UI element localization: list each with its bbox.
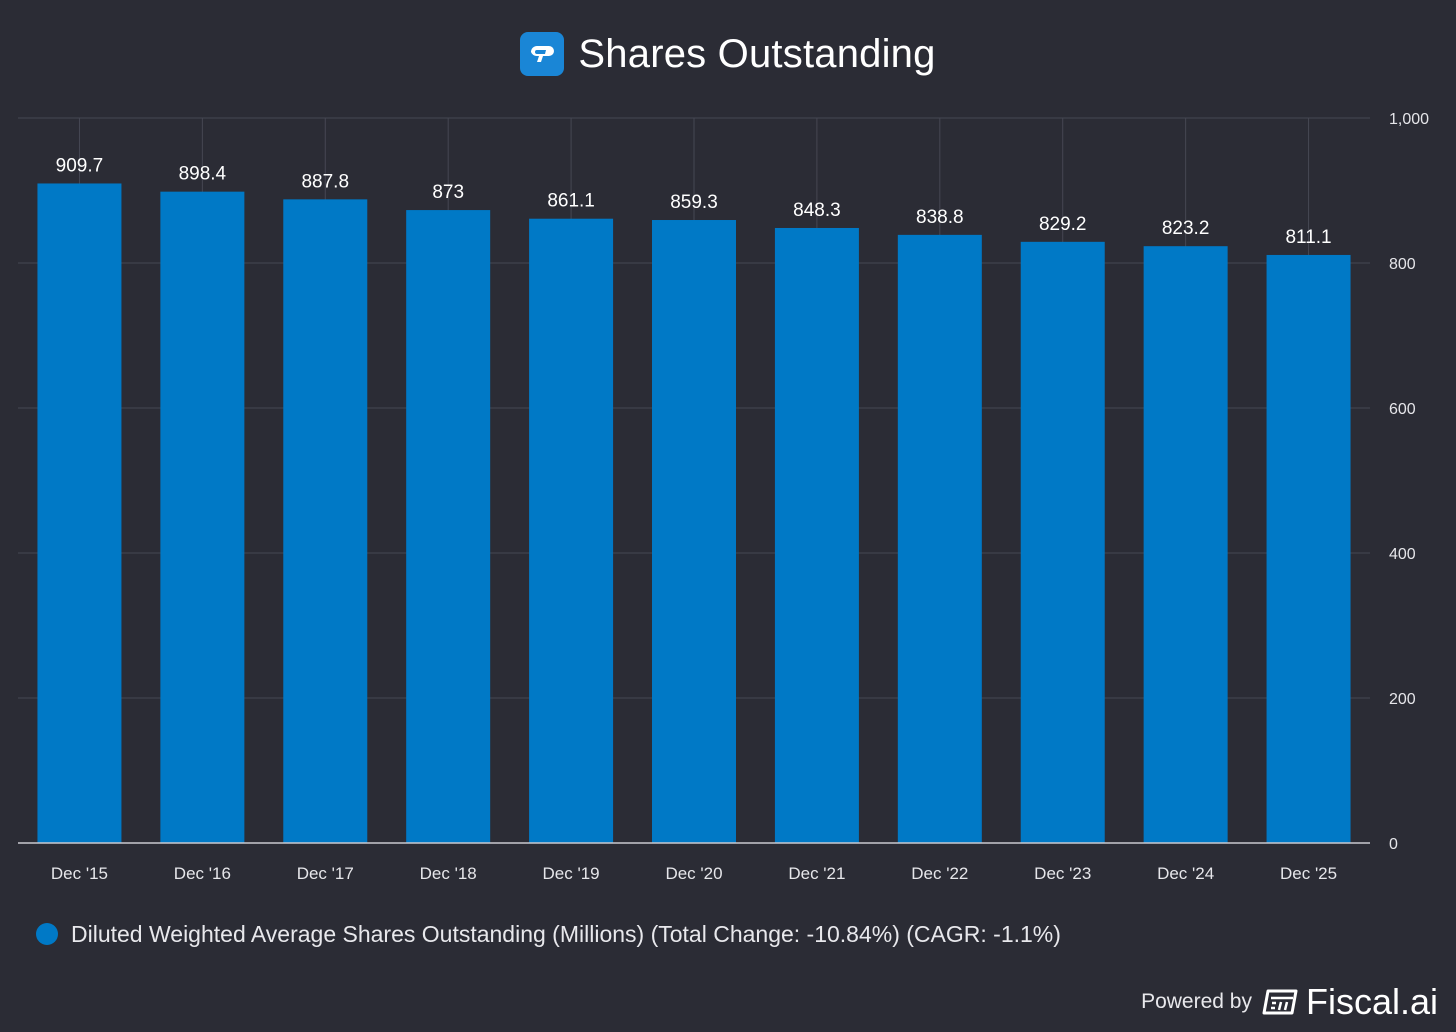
bar: [652, 220, 736, 843]
bar: [37, 183, 122, 843]
x-tick-label: Dec '21: [788, 864, 845, 883]
x-tick-label: Dec '19: [543, 864, 600, 883]
data-label: 848.3: [793, 200, 841, 221]
bar: [774, 227, 859, 844]
x-tick-label: Dec '22: [911, 864, 968, 883]
bar: [160, 191, 245, 843]
y-tick-label: 200: [1389, 691, 1416, 708]
chart-header: Shares Outstanding: [0, 26, 1456, 82]
fiscal-ai-logo-icon: [1262, 987, 1298, 1017]
y-tick-label: 800: [1389, 256, 1416, 273]
bar: [283, 199, 368, 844]
footer: Powered by Fiscal.ai: [1141, 980, 1438, 1024]
bar-chart: 0 200 400 600 800 1,000 909.7 Dec '15 898.4 Dec '…: [18, 111, 1429, 883]
data-label: 887.8: [301, 171, 349, 192]
data-label: 838.8: [916, 207, 964, 228]
x-tick-label: Dec '17: [297, 864, 354, 883]
y-tick-label: 0: [1389, 836, 1398, 853]
y-tick-label: 400: [1389, 546, 1416, 563]
chart-title: Shares Outstanding: [578, 31, 936, 76]
bar: [1266, 254, 1351, 843]
x-tick-label: Dec '23: [1034, 864, 1091, 883]
data-label: 861.1: [547, 191, 595, 212]
x-tick-label: Dec '15: [51, 864, 108, 883]
chart-legend[interactable]: Diluted Weighted Average Shares Outstand…: [36, 914, 1061, 954]
y-tick-label: 600: [1389, 401, 1416, 418]
y-tick-label: 1,000: [1389, 111, 1429, 128]
x-tick-label: Dec '25: [1280, 864, 1337, 883]
data-label: 898.4: [179, 164, 227, 185]
company-logo-icon: [520, 32, 565, 76]
data-label: 909.7: [56, 155, 104, 176]
data-label: 873: [432, 182, 464, 203]
x-tick-label: Dec '16: [174, 864, 231, 883]
legend-marker: [36, 923, 58, 945]
bar: [897, 234, 982, 843]
data-label: 823.2: [1162, 218, 1210, 239]
x-tick-label: Dec '24: [1157, 864, 1214, 883]
bar: [406, 210, 491, 843]
data-label: 859.3: [670, 192, 718, 213]
x-tick-label: Dec '20: [665, 864, 722, 883]
bar: [529, 218, 614, 843]
legend-label: Diluted Weighted Average Shares Outstand…: [71, 920, 1061, 947]
bar: [1020, 241, 1105, 843]
data-label: 811.1: [1285, 227, 1331, 248]
x-tick-label: Dec '18: [420, 864, 477, 883]
powered-by-label: Powered by: [1141, 990, 1252, 1013]
data-label: 829.2: [1039, 214, 1087, 235]
bar: [1143, 246, 1228, 843]
fiscal-ai-brand: Fiscal.ai: [1305, 981, 1438, 1022]
